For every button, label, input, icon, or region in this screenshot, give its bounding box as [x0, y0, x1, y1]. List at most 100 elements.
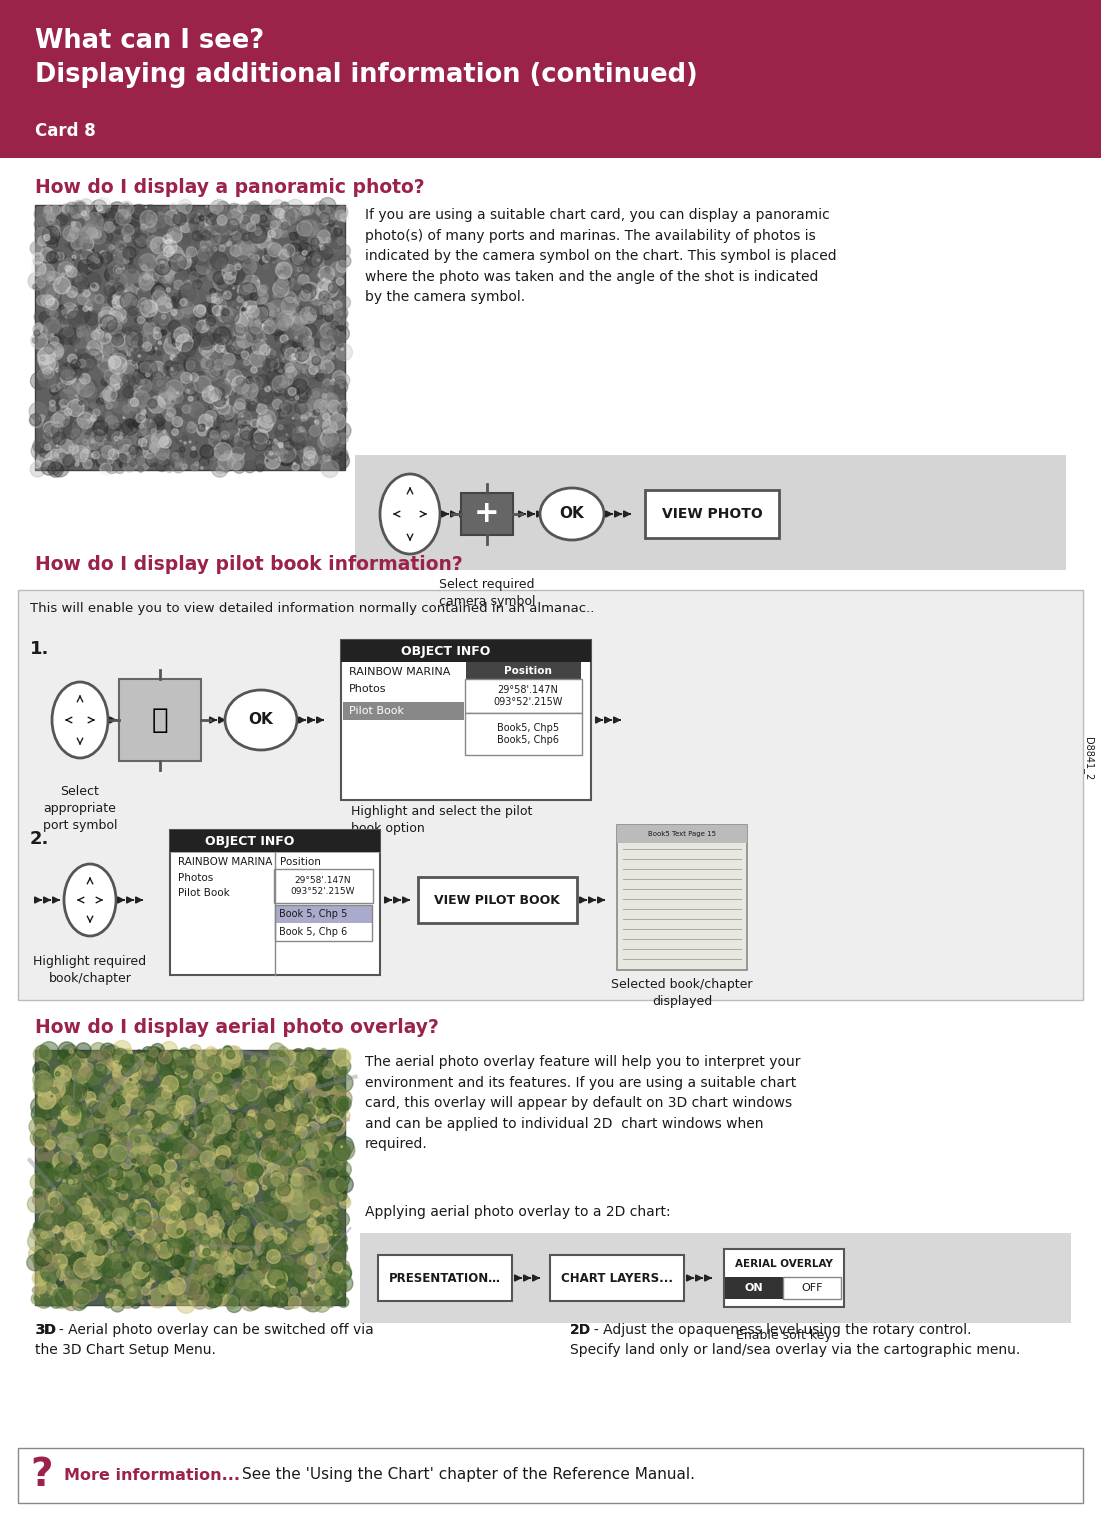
Circle shape — [120, 1137, 133, 1149]
Circle shape — [199, 335, 214, 351]
Circle shape — [275, 314, 292, 329]
FancyBboxPatch shape — [119, 679, 201, 761]
Circle shape — [41, 1230, 55, 1245]
Circle shape — [95, 1116, 109, 1129]
Circle shape — [334, 1064, 336, 1067]
Circle shape — [211, 1050, 230, 1069]
Circle shape — [63, 1239, 80, 1257]
Circle shape — [61, 1049, 66, 1055]
Circle shape — [140, 301, 146, 307]
FancyBboxPatch shape — [461, 493, 513, 534]
Circle shape — [162, 372, 168, 376]
Circle shape — [167, 228, 183, 243]
Circle shape — [165, 361, 177, 373]
Circle shape — [39, 1081, 48, 1091]
Circle shape — [102, 446, 109, 452]
Circle shape — [29, 1117, 47, 1135]
Circle shape — [207, 1049, 220, 1063]
Circle shape — [139, 1155, 143, 1160]
Circle shape — [99, 1094, 106, 1101]
Circle shape — [45, 1081, 53, 1088]
Circle shape — [155, 261, 170, 276]
Circle shape — [342, 1240, 345, 1242]
Circle shape — [173, 1050, 178, 1055]
Circle shape — [222, 352, 236, 366]
Circle shape — [34, 1249, 52, 1266]
Circle shape — [175, 1249, 178, 1254]
Circle shape — [261, 1280, 266, 1284]
Circle shape — [94, 206, 105, 217]
Circle shape — [281, 1190, 294, 1202]
Circle shape — [212, 1205, 229, 1224]
Circle shape — [111, 1251, 120, 1258]
Circle shape — [48, 276, 54, 281]
Circle shape — [165, 1214, 168, 1217]
Circle shape — [165, 1280, 182, 1296]
Circle shape — [339, 1110, 350, 1120]
Circle shape — [260, 1161, 264, 1164]
Circle shape — [172, 290, 177, 296]
Circle shape — [46, 246, 51, 250]
Circle shape — [334, 1104, 345, 1114]
Circle shape — [220, 1050, 236, 1066]
Circle shape — [162, 206, 174, 219]
Circle shape — [217, 216, 220, 219]
Circle shape — [113, 270, 132, 288]
Circle shape — [251, 1057, 257, 1061]
Circle shape — [228, 430, 238, 440]
Circle shape — [296, 244, 312, 260]
Circle shape — [316, 1152, 335, 1172]
Circle shape — [318, 434, 335, 451]
Circle shape — [337, 237, 345, 244]
Circle shape — [152, 1263, 170, 1280]
Circle shape — [140, 1271, 154, 1284]
Circle shape — [39, 1091, 56, 1110]
Circle shape — [272, 1275, 286, 1290]
Circle shape — [307, 454, 309, 455]
Circle shape — [126, 285, 138, 298]
Circle shape — [237, 419, 248, 430]
Circle shape — [271, 316, 285, 329]
Circle shape — [246, 326, 262, 343]
Circle shape — [317, 205, 330, 219]
Circle shape — [205, 1084, 218, 1098]
Circle shape — [336, 1190, 347, 1201]
Circle shape — [171, 364, 184, 378]
Circle shape — [72, 1284, 77, 1290]
Circle shape — [115, 384, 120, 390]
Circle shape — [315, 411, 331, 427]
Circle shape — [187, 1049, 196, 1058]
Circle shape — [128, 395, 143, 410]
Circle shape — [252, 1255, 259, 1260]
Circle shape — [302, 220, 318, 237]
Circle shape — [317, 247, 319, 250]
Circle shape — [129, 1098, 133, 1102]
Circle shape — [199, 416, 210, 428]
Circle shape — [111, 431, 124, 443]
Circle shape — [266, 1249, 281, 1263]
Circle shape — [188, 396, 193, 401]
Circle shape — [65, 1204, 81, 1220]
Circle shape — [46, 1254, 55, 1263]
Circle shape — [62, 436, 65, 439]
Circle shape — [244, 1114, 258, 1126]
Circle shape — [273, 1170, 280, 1178]
Circle shape — [45, 340, 57, 352]
Circle shape — [181, 1122, 190, 1129]
Text: Book 5, Chp 6: Book 5, Chp 6 — [279, 927, 347, 937]
Circle shape — [212, 1053, 216, 1057]
Circle shape — [236, 1287, 244, 1296]
Circle shape — [216, 1066, 224, 1073]
Circle shape — [336, 1242, 348, 1254]
Circle shape — [96, 440, 113, 458]
Circle shape — [70, 1196, 90, 1216]
Circle shape — [155, 1271, 168, 1284]
Circle shape — [339, 1196, 351, 1208]
Circle shape — [33, 1046, 51, 1064]
Circle shape — [246, 1190, 251, 1195]
Circle shape — [30, 1173, 50, 1192]
Circle shape — [40, 1105, 45, 1111]
Circle shape — [87, 442, 95, 449]
Circle shape — [285, 364, 291, 370]
Circle shape — [251, 1122, 264, 1134]
